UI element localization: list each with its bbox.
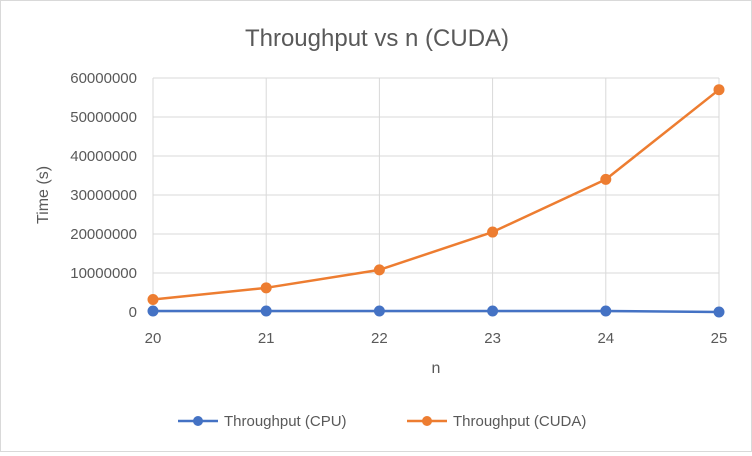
series-line bbox=[152, 88, 720, 301]
chart-title: Throughput vs n (CUDA) bbox=[245, 25, 509, 52]
series-cuda bbox=[147, 84, 725, 306]
x-tick-label: 20 bbox=[145, 330, 162, 347]
data-point bbox=[487, 226, 499, 238]
data-point bbox=[487, 305, 499, 317]
legend-marker bbox=[193, 416, 203, 426]
data-point bbox=[260, 305, 272, 317]
y-axis-title: Time (s) bbox=[35, 166, 52, 224]
x-tick-label: 25 bbox=[711, 330, 728, 347]
x-axis-title: n bbox=[432, 360, 441, 377]
y-tick-label: 30000000 bbox=[70, 187, 137, 204]
legend-marker bbox=[422, 416, 432, 426]
y-axis-ticks: 0 10000000 20000000 30000000 40000000 5000000… bbox=[70, 70, 137, 321]
data-point bbox=[600, 173, 612, 185]
legend-label: Throughput (CPU) bbox=[224, 413, 347, 430]
y-tick-label: 20000000 bbox=[70, 226, 137, 243]
x-tick-label: 24 bbox=[597, 330, 614, 347]
y-tick-label: 0 bbox=[129, 304, 137, 321]
data-point bbox=[373, 305, 385, 317]
data-point bbox=[713, 306, 725, 318]
y-tick-label: 40000000 bbox=[70, 148, 137, 165]
series-layer bbox=[147, 84, 725, 318]
gridlines bbox=[152, 77, 720, 313]
legend-item: Throughput (CUDA) bbox=[407, 413, 586, 430]
x-tick-label: 23 bbox=[484, 330, 501, 347]
y-tick-label: 60000000 bbox=[70, 70, 137, 87]
data-point bbox=[713, 84, 725, 96]
data-point bbox=[147, 294, 159, 306]
y-tick-label: 50000000 bbox=[70, 109, 137, 126]
legend: Throughput (CPU) Throughput (CUDA) bbox=[178, 413, 586, 430]
x-axis-ticks: 20 21 22 23 24 25 bbox=[145, 330, 728, 347]
x-tick-label: 21 bbox=[258, 330, 275, 347]
series-cpu bbox=[147, 305, 725, 318]
data-point bbox=[373, 264, 385, 276]
legend-item: Throughput (CPU) bbox=[178, 413, 347, 430]
x-tick-label: 22 bbox=[371, 330, 388, 347]
data-point bbox=[260, 282, 272, 294]
data-point bbox=[147, 305, 159, 317]
series-line bbox=[153, 309, 720, 314]
y-tick-label: 10000000 bbox=[70, 265, 137, 282]
legend-label: Throughput (CUDA) bbox=[453, 413, 586, 430]
data-point bbox=[600, 305, 612, 317]
